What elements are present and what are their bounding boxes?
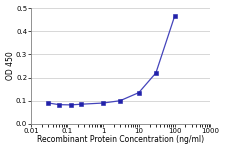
Y-axis label: OD 450: OD 450 — [6, 52, 15, 80]
X-axis label: Recombinant Protein Concentration (ng/ml): Recombinant Protein Concentration (ng/ml… — [37, 135, 205, 144]
